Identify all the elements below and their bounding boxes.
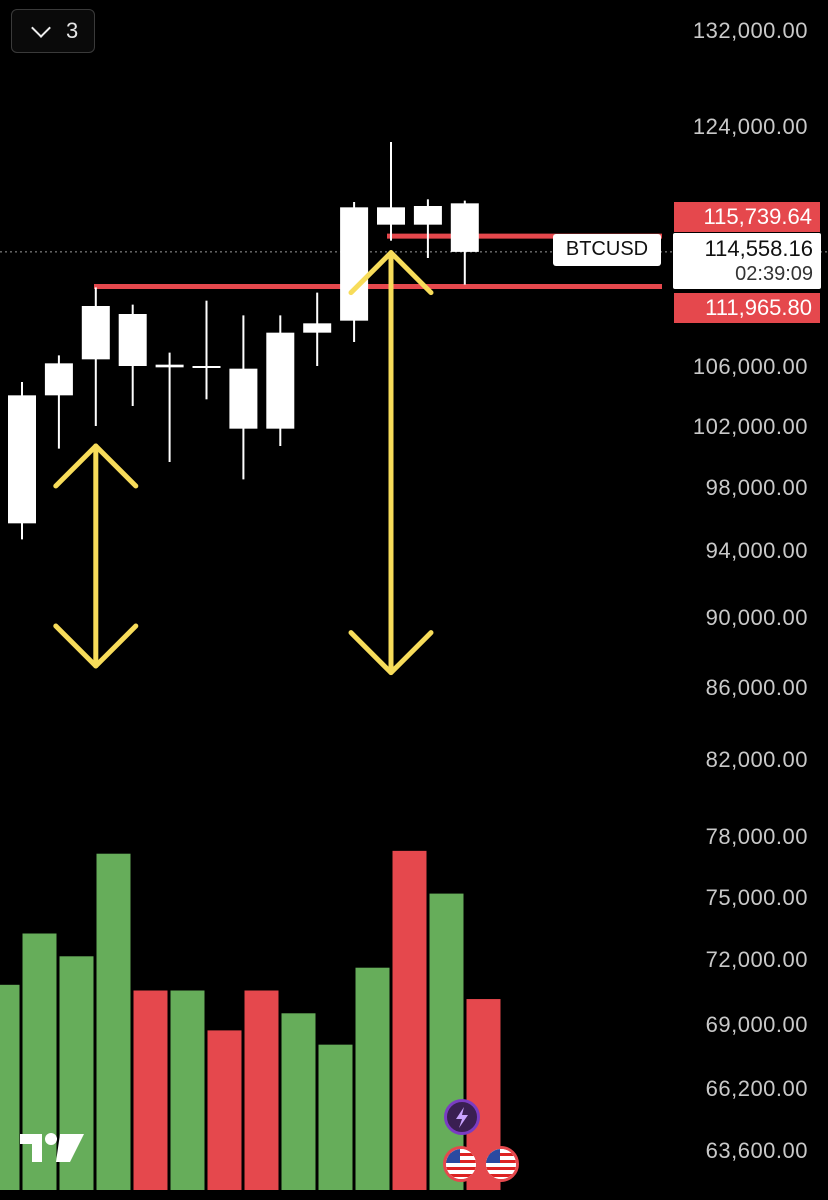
candle-body — [413, 206, 442, 225]
annotation-layer — [53, 250, 434, 676]
candle-body — [118, 314, 147, 366]
price-axis-tick-label: 98,000.00 — [706, 475, 808, 500]
interval-dropdown-button[interactable]: 3 — [11, 9, 95, 53]
current-price-box: 114,558.16 02:39:09 — [673, 233, 821, 289]
candle-body — [303, 323, 332, 333]
annotation-arrow-head-up — [53, 443, 139, 489]
volume-bar — [355, 967, 390, 1190]
volume-bar — [244, 990, 279, 1190]
candle-body — [44, 363, 73, 396]
annotation-arrow-head-down — [53, 623, 139, 669]
volume-bar — [207, 1030, 242, 1190]
volume-bar — [281, 1013, 316, 1190]
candle-body — [377, 207, 405, 225]
volume-bar — [133, 990, 168, 1190]
upper-level-price-tag: 115,739.64 — [674, 202, 820, 232]
candle-body — [450, 203, 479, 252]
volume-bar — [392, 850, 427, 1190]
volume-bar — [429, 893, 464, 1190]
price-axis-tick-label: 75,000.00 — [706, 885, 808, 910]
lower-level-price-tag: 111,965.80 — [674, 293, 820, 323]
interval-count: 3 — [66, 18, 79, 43]
us-flag-event-icon[interactable] — [443, 1146, 479, 1182]
price-axis-tick-label: 102,000.00 — [693, 414, 808, 439]
lightning-event-icon[interactable] — [444, 1099, 480, 1135]
price-axis-tick-label: 72,000.00 — [706, 947, 808, 972]
price-axis-tick-label: 78,000.00 — [706, 824, 808, 849]
price-axis-tick-label: 90,000.00 — [706, 605, 808, 630]
volume-bar — [96, 853, 131, 1190]
candle-body — [340, 207, 369, 321]
chevron-down-icon — [31, 18, 51, 38]
volume-layer — [0, 850, 501, 1190]
price-axis-tick-label: 63,600.00 — [706, 1138, 808, 1163]
price-axis-tick-label: 132,000.00 — [693, 18, 808, 43]
price-axis-tick-label: 66,200.00 — [706, 1076, 808, 1101]
candle-body — [229, 368, 258, 429]
candle-body — [192, 366, 221, 368]
volume-bar — [0, 984, 20, 1190]
price-axis-tick-label: 94,000.00 — [706, 538, 808, 563]
volume-bar — [318, 1044, 353, 1190]
candle-body — [81, 306, 110, 360]
candle-body — [155, 364, 184, 368]
volume-bar — [170, 990, 205, 1190]
candle-body — [266, 332, 295, 429]
annotation-arrow-head-down — [348, 630, 434, 676]
candles-layer — [8, 142, 479, 540]
price-axis-tick-label: 82,000.00 — [706, 747, 808, 772]
price-axis-tick-label: 106,000.00 — [693, 354, 808, 379]
symbol-tag: BTCUSD — [553, 234, 661, 266]
tradingview-logo[interactable] — [18, 1130, 86, 1166]
us-flag-event-icon[interactable] — [483, 1146, 519, 1182]
price-axis-tick-label: 86,000.00 — [706, 675, 808, 700]
price-axis-tick-label: 124,000.00 — [693, 114, 808, 139]
price-axis: 132,000.00 124,000.00 106,000.00 102,000.00… — [693, 18, 808, 1163]
candle-body — [8, 395, 36, 524]
current-price: 114,558.16 — [704, 236, 813, 261]
annotation-arrow-head-up — [348, 250, 434, 296]
bar-countdown: 02:39:09 — [735, 263, 813, 285]
price-axis-tick-label: 69,000.00 — [706, 1012, 808, 1037]
